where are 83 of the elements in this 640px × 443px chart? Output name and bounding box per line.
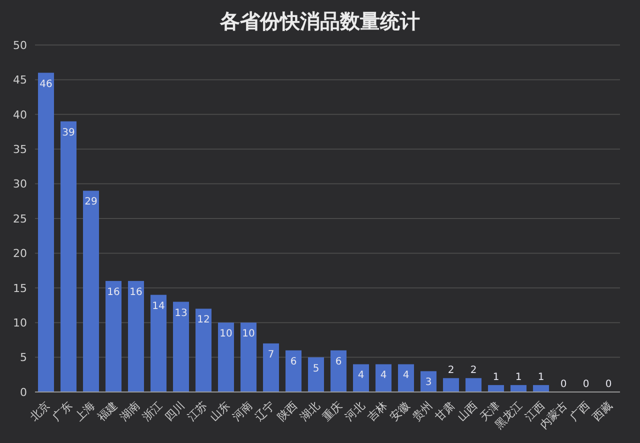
data-label: 6 <box>335 356 342 368</box>
x-tick-label: 浙江 <box>140 398 165 424</box>
bar <box>240 322 256 392</box>
data-label: 10 <box>242 328 255 340</box>
x-tick-label: 吉林 <box>365 398 390 424</box>
bar <box>38 72 54 392</box>
data-label: 4 <box>402 370 410 382</box>
data-label: 0 <box>605 379 612 390</box>
data-label: 16 <box>130 286 142 298</box>
bar <box>60 121 76 392</box>
data-label: 6 <box>290 356 297 368</box>
data-label: 13 <box>174 308 188 319</box>
bar <box>263 343 279 392</box>
data-label: 46 <box>40 78 52 90</box>
y-tick-label: 35 <box>13 143 27 156</box>
bar <box>106 280 122 392</box>
x-tick-label: 四川 <box>162 398 188 424</box>
y-tick-label: 0 <box>20 386 27 399</box>
bar <box>443 378 459 392</box>
data-label: 14 <box>152 300 165 312</box>
x-tick-label: 安徽 <box>388 398 412 424</box>
data-label: 5 <box>312 363 320 374</box>
x-tick-label: 甘肃 <box>432 398 458 424</box>
bar <box>510 385 526 392</box>
y-tick-label: 45 <box>13 74 27 87</box>
bar <box>376 364 392 392</box>
data-label: 7 <box>268 349 274 360</box>
x-tick-label: 山东 <box>208 398 232 424</box>
y-tick-label: 25 <box>13 212 27 226</box>
bar <box>218 322 234 392</box>
x-tick-label: 广西 <box>568 398 592 424</box>
x-tick-label: 山西 <box>455 398 480 424</box>
data-label: 10 <box>220 328 232 340</box>
data-label: 1 <box>515 372 522 384</box>
x-tick-label: 重庆 <box>320 398 345 424</box>
y-tick-label: 10 <box>13 316 27 330</box>
x-tick-label: 福建 <box>95 398 120 424</box>
bar <box>330 350 346 392</box>
bar <box>398 364 414 392</box>
data-label: 16 <box>107 286 120 298</box>
x-tick-label: 江苏 <box>185 398 210 424</box>
bar <box>466 378 482 392</box>
bar <box>533 385 549 392</box>
y-tick-label: 15 <box>13 282 27 295</box>
bar <box>83 190 99 392</box>
bar <box>420 371 436 392</box>
x-tick-label: 河南 <box>230 398 255 424</box>
data-label: 1 <box>492 372 500 384</box>
data-label: 0 <box>582 379 590 390</box>
bar <box>173 302 189 392</box>
x-tick-label: 上海 <box>72 398 98 424</box>
bar <box>488 385 504 392</box>
data-label: 2 <box>470 365 477 376</box>
x-tick-label: 西藏 <box>590 398 615 424</box>
y-tick-label: 40 <box>13 108 27 122</box>
bar <box>196 308 212 392</box>
data-label: 4 <box>380 370 387 382</box>
bar <box>353 364 369 392</box>
y-tick-label: 20 <box>13 247 27 260</box>
y-tick-label: 30 <box>13 178 27 191</box>
data-label: 12 <box>197 314 210 326</box>
x-tick-label: 湖南 <box>118 398 142 424</box>
data-label: 0 <box>560 379 567 390</box>
data-label: 3 <box>425 377 432 388</box>
data-label: 29 <box>84 196 98 208</box>
bar <box>150 294 166 392</box>
x-tick-label: 北京 <box>28 398 52 424</box>
chart-title: 各省份快消品数量统计 <box>218 8 421 35</box>
x-tick-label: 陕西 <box>275 398 300 424</box>
bar <box>308 357 324 392</box>
data-label: 39 <box>62 127 75 138</box>
y-tick-label: 5 <box>20 351 27 364</box>
data-label: 1 <box>538 372 544 384</box>
x-tick-label: 广东 <box>50 398 75 424</box>
y-tick-label: 50 <box>13 38 27 52</box>
data-label: 2 <box>448 365 454 376</box>
x-tick-label: 湖北 <box>298 398 322 424</box>
x-tick-label: 贵州 <box>410 398 435 424</box>
x-tick-label: 河北 <box>342 398 368 424</box>
data-label: 4 <box>358 370 364 382</box>
x-tick-label: 辽宁 <box>252 398 278 424</box>
bar <box>286 350 302 392</box>
bar <box>128 280 144 392</box>
